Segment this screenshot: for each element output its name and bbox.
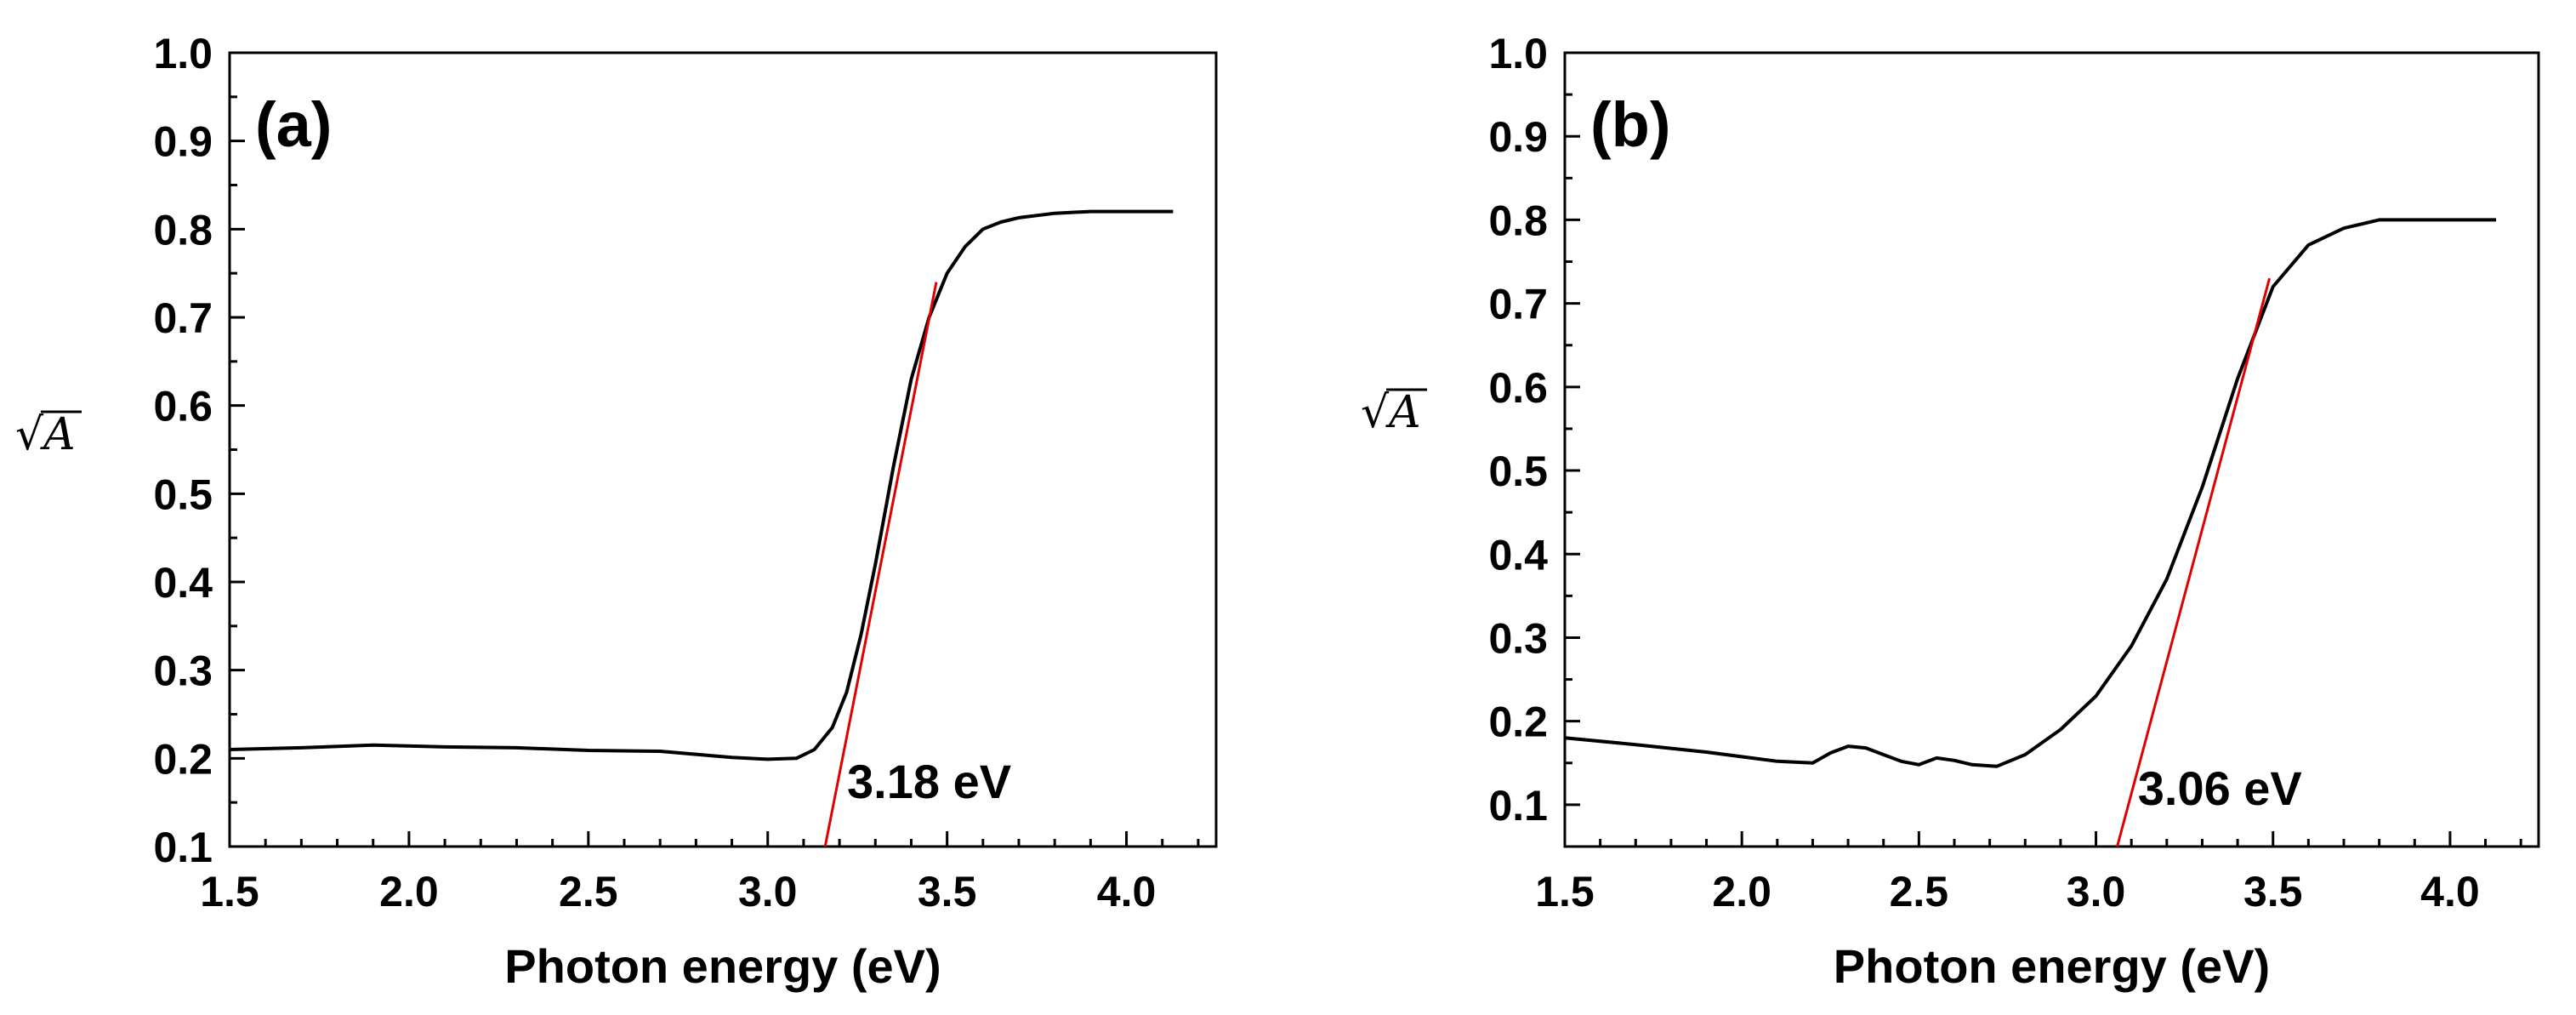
x-tick-label: 1.5: [200, 868, 259, 915]
x-tick-label: 3.5: [2243, 868, 2303, 915]
plot-frame: [228, 51, 1218, 848]
chart-panel-a: 1.5 2.0 2.5 3.0 3.5 4.0 0.1 0.2 0.3 0.4 0.5 0.6 0.7 0…: [15, 30, 1218, 993]
y-tick-label: 0.3: [1488, 614, 1548, 662]
x-tick-label: 2.5: [559, 868, 618, 915]
band-gap-annotation: 3.18 eV: [847, 755, 1011, 808]
y-tick-label: 0.2: [1488, 699, 1548, 746]
x-tick-label: 4.0: [1097, 868, 1157, 915]
y-axis-title: √A: [15, 409, 76, 460]
y-tick-label: 0.1: [153, 824, 213, 871]
y-tick-label: 0.2: [153, 735, 213, 783]
y-tick-label: 0.5: [153, 470, 213, 518]
x-tick-label: 4.0: [2420, 868, 2480, 915]
y-axis-root-symbol: √: [15, 409, 44, 460]
y-tick-label: 0.3: [153, 647, 213, 695]
y-tick-label: 0.6: [1488, 364, 1548, 412]
linear-fit-line: [823, 282, 938, 847]
y-axis-title: √A: [1361, 387, 1421, 438]
x-tick-label: 3.5: [918, 868, 977, 915]
y-tick-label: 1.0: [1488, 30, 1548, 77]
y-tick-label: 0.7: [153, 294, 213, 342]
y-tick-label: 0.9: [1488, 113, 1548, 161]
y-axis-variable: A: [40, 409, 76, 460]
y-axis-variable: A: [1385, 387, 1421, 438]
plot-frame: [1563, 51, 2540, 848]
y-axis-root-symbol: √: [1361, 387, 1390, 438]
y-tick-label: 0.4: [1488, 531, 1548, 579]
band-gap-annotation: 3.06 eV: [2138, 761, 2302, 815]
chart-panel-b: 1.5 2.0 2.5 3.0 3.5 4.0 0.1 0.2 0.3 0.4 0.5 0.6 0.7 0…: [1361, 30, 2540, 993]
linear-fit-line: [2116, 277, 2272, 847]
y-tick-label: 0.9: [153, 118, 213, 166]
x-tick-label: 2.0: [379, 868, 439, 915]
y-tick-label: 0.4: [153, 559, 213, 607]
panel-label: (a): [255, 89, 332, 160]
y-tick-label: 0.8: [1488, 197, 1548, 244]
y-tick-label: 0.8: [153, 206, 213, 254]
x-tick-label: 2.5: [1890, 868, 1949, 915]
x-tick-label: 3.0: [738, 868, 798, 915]
y-tick-label: 1.0: [153, 30, 213, 77]
x-axis-title: Photon energy (eV): [1834, 939, 2270, 993]
y-tick-label: 0.1: [1488, 782, 1548, 830]
y-tick-label: 0.5: [1488, 448, 1548, 495]
x-tick-label: 3.0: [2067, 868, 2126, 915]
x-tick-label: 2.0: [1712, 868, 1771, 915]
panel-label: (b): [1590, 89, 1671, 160]
x-tick-label: 1.5: [1535, 868, 1595, 915]
data-series-line: [1564, 218, 2496, 768]
x-axis-title: Photon energy (eV): [504, 939, 941, 993]
y-tick-label: 0.6: [153, 383, 213, 431]
y-tick-label: 0.7: [1488, 281, 1548, 328]
data-series-line: [229, 209, 1174, 761]
